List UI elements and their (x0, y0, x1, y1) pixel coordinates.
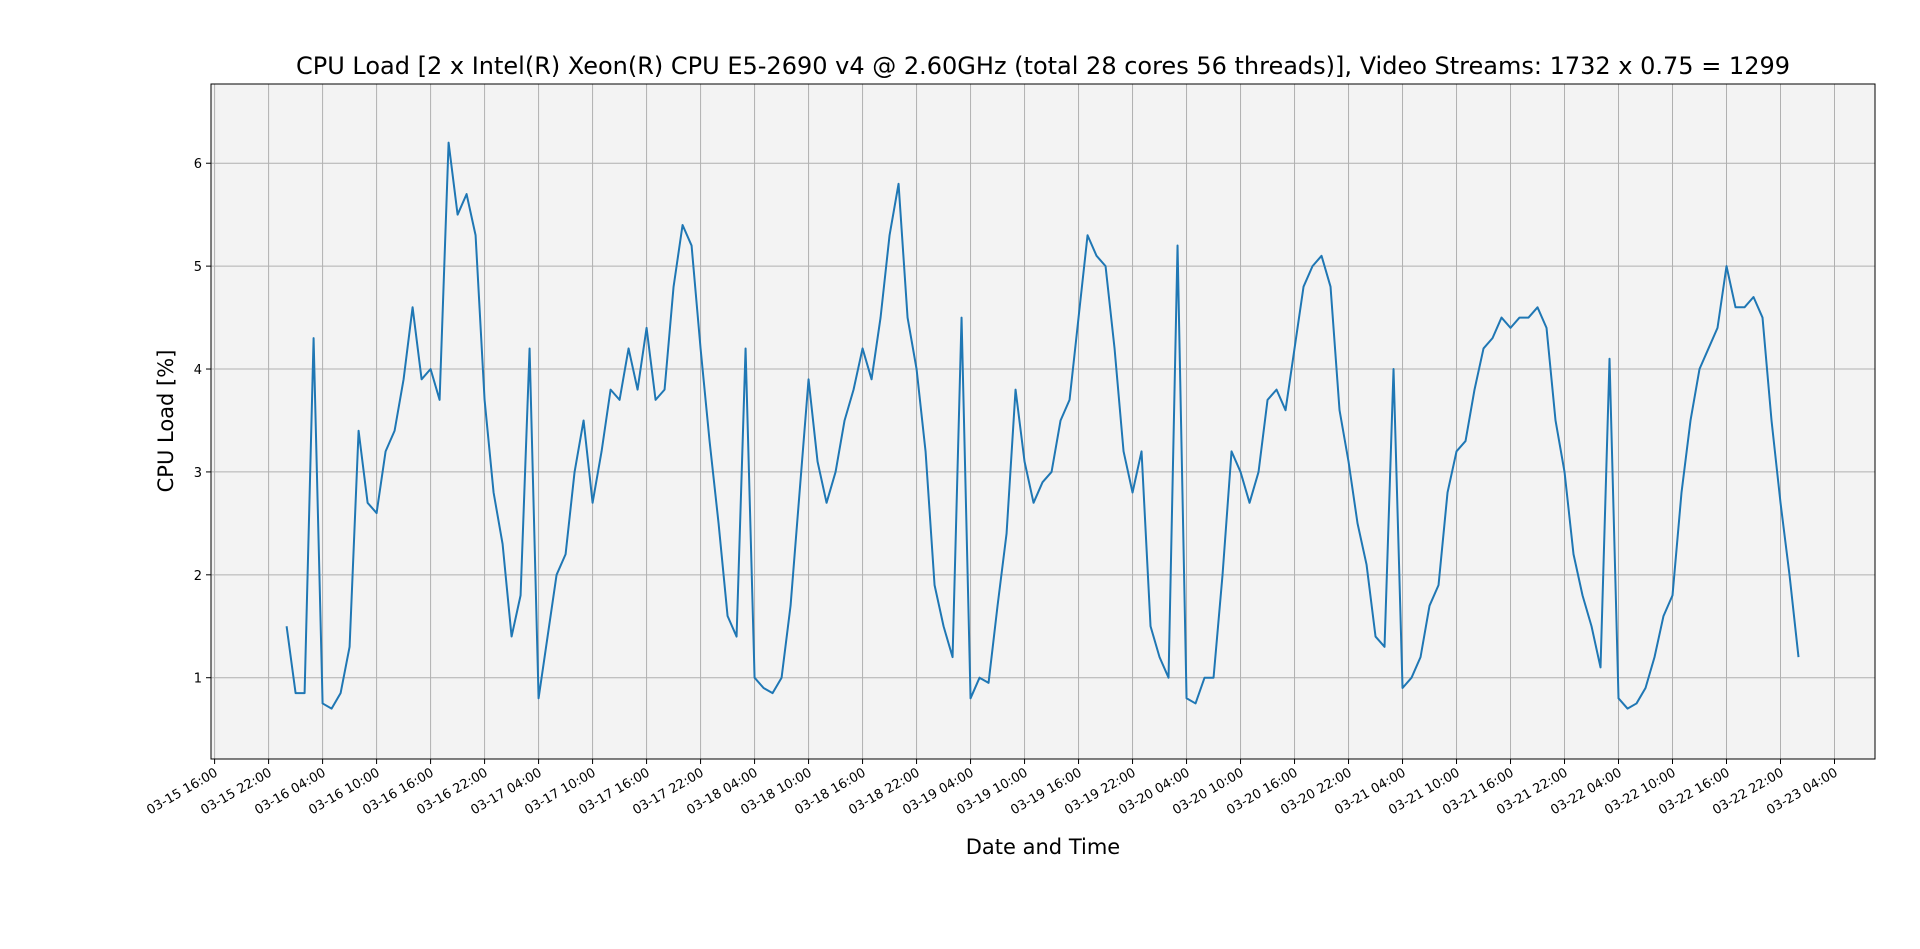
y-tick-label: 4 (194, 363, 202, 378)
x-axis-label: Date and Time (966, 835, 1120, 859)
y-tick-label: 6 (194, 157, 202, 172)
y-axis-label: CPU Load [%] (154, 350, 178, 493)
cpu-load-line (285, 141, 1800, 710)
chart-title: CPU Load [2 x Intel(R) Xeon(R) CPU E5-26… (296, 52, 1790, 80)
y-tick-label: 3 (194, 466, 202, 481)
y-tick-label: 1 (194, 672, 202, 687)
y-tick-label: 5 (194, 260, 202, 275)
y-tick-label: 2 (194, 569, 202, 584)
plot-frame (210, 83, 1876, 760)
plot-area (211, 84, 1875, 759)
